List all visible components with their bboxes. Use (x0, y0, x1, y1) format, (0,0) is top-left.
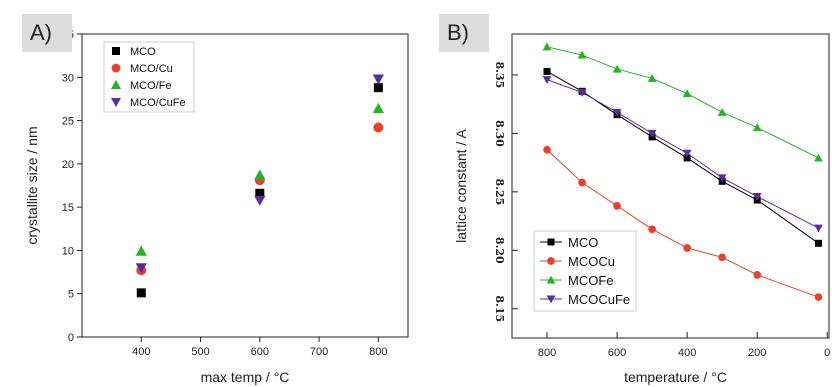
plot-frame-b (511, 33, 830, 339)
series-line-b (546, 79, 819, 229)
y-tick-label-a: 0 (68, 332, 74, 344)
data-point-a (255, 188, 265, 198)
x-tick-label-a: 800 (369, 346, 387, 358)
data-point-a (372, 74, 384, 85)
plot-frame-a (81, 33, 409, 338)
legend-marker-a (111, 63, 121, 73)
x-tick-label-a: 400 (132, 346, 150, 358)
legend-label-b: MCOCu (568, 254, 615, 269)
y-tick-label-a: 20 (62, 159, 74, 171)
data-point-b (612, 108, 622, 117)
data-point-a (135, 245, 147, 256)
legend-marker-a (111, 80, 121, 89)
data-point-b (718, 253, 727, 262)
data-point-b (682, 149, 692, 158)
data-point-b (752, 193, 762, 201)
y-tick-label-b: 8.20 (493, 237, 506, 264)
y-tick-label-a: 30 (62, 72, 74, 84)
x-tick-label-b: 0 (824, 347, 830, 359)
legend-label-a: MCO/Fe (130, 80, 172, 92)
y-tick-label-b: 8.35 (493, 62, 506, 89)
data-point-b (814, 239, 822, 247)
data-point-b (717, 174, 727, 183)
legend-marker-b (546, 295, 556, 304)
x-axis-label-b: temperature / °C (624, 369, 727, 385)
data-point-a (372, 102, 384, 113)
data-point-b (814, 293, 823, 301)
data-point-b (682, 89, 692, 98)
series-line-b (546, 70, 819, 244)
x-tick-label-a: 600 (251, 346, 269, 358)
y-tick-label-b: 8.30 (493, 120, 506, 147)
data-point-a (373, 83, 383, 93)
y-axis-label-a: crystallite size / nm (24, 126, 40, 244)
data-point-b (543, 67, 551, 75)
panel-b-label: B) (439, 14, 489, 52)
y-tick-label-a: 5 (68, 289, 74, 301)
data-point-b (613, 202, 621, 210)
x-tick-label-b: 600 (608, 347, 626, 359)
legend-label-b: MCOCuFe (568, 292, 630, 307)
legend-marker-b (547, 257, 555, 265)
x-tick-label-a: 700 (310, 346, 328, 358)
y-tick-label-b: 8.15 (493, 295, 506, 322)
legend-marker-a (112, 47, 120, 55)
x-tick-label-b: 400 (678, 347, 696, 359)
x-tick-label-a: 500 (191, 346, 209, 358)
legend-label-a: MCO/CuFe (130, 97, 186, 109)
legend-label-b: MCO (568, 235, 598, 250)
x-tick-label-b: 200 (748, 347, 766, 359)
series-line-b (546, 149, 819, 298)
x-tick-label-b: 800 (538, 347, 556, 359)
data-point-b (717, 107, 727, 116)
data-point-b (543, 145, 551, 154)
data-point-b (612, 64, 622, 73)
data-point-a (254, 195, 266, 206)
x-axis-label-a: max temp / °C (201, 369, 290, 385)
data-point-a (373, 122, 384, 133)
data-point-b (647, 74, 657, 82)
legend-marker-b (546, 275, 556, 284)
y-axis-label-b: lattice constant / A (453, 129, 469, 243)
data-point-b (577, 88, 587, 97)
y-tick-label-b: 8.25 (493, 178, 506, 205)
data-point-b (752, 123, 762, 132)
data-point-b (542, 76, 552, 84)
data-point-a (135, 263, 147, 274)
legend-marker-b (547, 238, 555, 246)
legend-marker-a (111, 98, 121, 107)
data-point-a (254, 169, 266, 180)
series-line-b (546, 46, 819, 159)
data-point-b (814, 224, 823, 233)
y-tick-label-a: 25 (62, 116, 74, 128)
data-point-b (683, 154, 691, 162)
data-point-b (753, 271, 762, 279)
data-point-b (814, 153, 823, 162)
data-point-b (577, 50, 587, 59)
data-point-a (136, 288, 146, 298)
y-tick-label-a: 15 (62, 202, 74, 214)
data-point-b (542, 42, 552, 51)
data-point-b (578, 178, 586, 187)
y-tick-label-a: 10 (62, 245, 74, 257)
data-point-b (683, 244, 691, 252)
legend-label-a: MCO (130, 46, 156, 58)
panel-a-label: A) (22, 14, 72, 52)
data-point-b (648, 225, 656, 234)
legend-label-a: MCO/Cu (130, 63, 173, 75)
data-point-b (647, 129, 657, 138)
legend-label-b: MCOFe (568, 273, 614, 288)
